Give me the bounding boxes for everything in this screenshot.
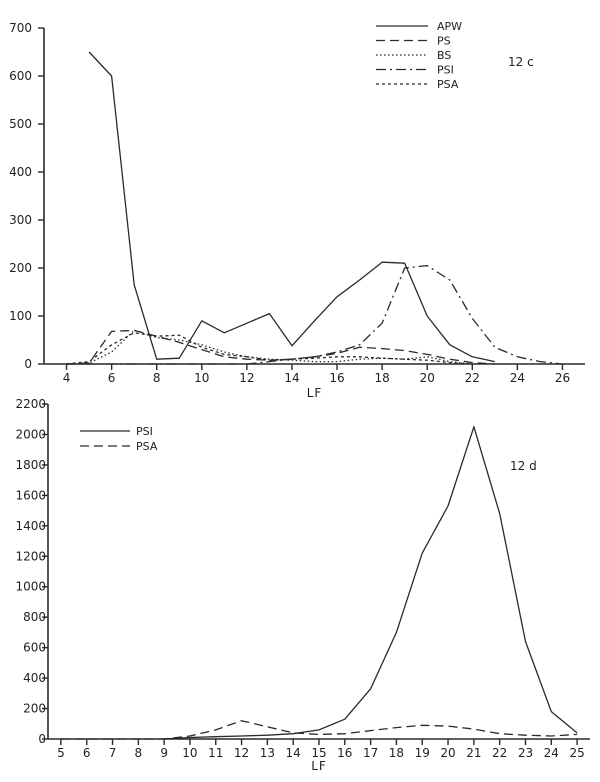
y-tick-label: 800: [23, 610, 46, 624]
y-tick-label: 100: [9, 309, 32, 323]
series-line-psa: [60, 720, 578, 740]
x-tick-label: 13: [260, 746, 275, 760]
y-tick-label: 0: [24, 357, 32, 371]
x-axis-label: LF: [307, 386, 323, 400]
x-tick-label: 25: [569, 746, 584, 760]
x-tick-label: 16: [337, 746, 352, 760]
chart-12d: 0 200 400 600 800 1000 1200 1400 1600 1800 2000 220…: [15, 397, 590, 773]
x-tick-label: 20: [420, 371, 435, 385]
legend-label-psi: PSI: [136, 425, 153, 438]
x-tick-label: 11: [208, 746, 223, 760]
x-tick-label: 10: [194, 371, 209, 385]
x-tick-label: 19: [415, 746, 430, 760]
y-tick-label: 2000: [15, 427, 46, 441]
series-line-psi: [164, 426, 578, 740]
y-tick-label: 500: [9, 117, 32, 131]
series-line-psa: [66, 332, 473, 365]
chart-12c: 0 100 200 300 400 500 600 700 4 6 8 10 12 14 16 18 20 22 2…: [9, 20, 585, 400]
y-tick-label: 400: [23, 671, 46, 685]
x-tick-label: 12: [234, 746, 249, 760]
x-tick-label: 5: [57, 746, 65, 760]
y-tick-label: 0: [38, 732, 46, 746]
legend-label-psi: PSI: [437, 64, 454, 77]
y-tick-label: 1600: [15, 488, 46, 502]
x-tick-label: 20: [440, 746, 455, 760]
x-tick-label: 18: [374, 371, 389, 385]
y-tick-label: 2200: [15, 397, 46, 411]
x-tick-label: 14: [284, 371, 299, 385]
legend-label-ps: PS: [437, 35, 451, 48]
x-tick-label: 24: [510, 371, 525, 385]
x-tick-label: 15: [311, 746, 326, 760]
x-tick-label: 10: [182, 746, 197, 760]
x-tick-label: 26: [555, 371, 570, 385]
x-tick-label: 22: [465, 371, 480, 385]
y-tick-label: 1800: [15, 458, 46, 472]
y-tick-label: 700: [9, 21, 32, 35]
series-line-bs: [66, 329, 473, 365]
x-tick-label: 9: [160, 746, 168, 760]
series-line-ps: [66, 329, 495, 365]
series-line-apw: [88, 51, 495, 363]
legend-label-psa: PSA: [437, 78, 459, 91]
y-tick-label: 1000: [15, 580, 46, 594]
legend-label-bs: BS: [437, 49, 451, 62]
y-tick-label: 1200: [15, 549, 46, 563]
x-tick-label: 12: [239, 371, 254, 385]
x-tick-label: 18: [389, 746, 404, 760]
x-axis-label: LF: [311, 759, 327, 773]
x-tick-label: 24: [544, 746, 559, 760]
x-tick-label: 22: [492, 746, 507, 760]
y-tick-label: 200: [9, 261, 32, 275]
x-tick-label: 23: [518, 746, 533, 760]
x-tick-label: 21: [466, 746, 481, 760]
panel-tag: 12 c: [508, 55, 534, 69]
x-tick-label: 14: [286, 746, 301, 760]
x-tick-label: 17: [363, 746, 378, 760]
y-tick-label: 1400: [15, 519, 46, 533]
legend: PSI PSA: [80, 425, 158, 453]
panel-tag: 12 d: [510, 459, 537, 473]
legend-label-psa: PSA: [136, 440, 158, 453]
x-tick-label: 6: [108, 371, 116, 385]
x-tick-label: 8: [153, 371, 161, 385]
x-tick-label: 7: [109, 746, 117, 760]
x-tick-label: 4: [63, 371, 71, 385]
y-tick-label: 400: [9, 165, 32, 179]
y-tick-label: 200: [23, 702, 46, 716]
y-tick-label: 600: [9, 69, 32, 83]
legend-label-apw: APW: [437, 20, 462, 33]
y-tick-label: 300: [9, 213, 32, 227]
series-line-psi: [66, 264, 563, 365]
y-tick-label: 600: [23, 641, 46, 655]
x-tick-label: 6: [83, 746, 91, 760]
x-tick-label: 8: [135, 746, 143, 760]
x-tick-label: 16: [329, 371, 344, 385]
